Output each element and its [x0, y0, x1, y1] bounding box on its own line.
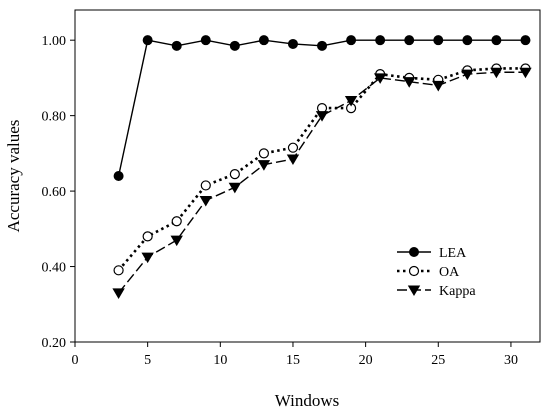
data-point-oa	[200, 180, 211, 191]
data-point-lea	[520, 35, 531, 46]
series-line-oa	[117, 67, 526, 272]
legend-label-kappa: Kappa	[439, 284, 476, 299]
series-kappa	[112, 67, 532, 299]
y-axis-ticks: 0.20 0.40 0.60 0.80 1.00	[42, 34, 75, 351]
x-tick-label: 10	[213, 353, 227, 368]
data-point-kappa	[519, 67, 532, 79]
data-point-kappa	[461, 69, 474, 81]
series-line-kappa	[118, 71, 526, 294]
data-point-lea	[142, 35, 153, 46]
x-tick-label: 20	[359, 353, 373, 368]
x-tick-label: 30	[504, 353, 518, 368]
data-point-lea	[229, 40, 240, 51]
data-point-oa	[142, 231, 153, 242]
legend-item-kappa: Kappa	[397, 284, 476, 299]
x-tick-label: 0	[72, 353, 79, 368]
data-point-kappa	[286, 154, 300, 166]
y-tick-label: 0.20	[42, 336, 67, 351]
series-layer	[112, 35, 532, 299]
data-point-kappa	[490, 67, 503, 79]
x-tick-label: 25	[431, 353, 445, 368]
legend-item-lea: LEA	[397, 246, 467, 261]
data-point-oa	[113, 265, 124, 276]
data-point-kappa	[344, 96, 358, 107]
x-tick-label: 5	[144, 353, 151, 368]
plot-frame	[74, 9, 541, 343]
data-point-oa	[258, 148, 270, 159]
y-tick-label: 0.60	[42, 185, 67, 200]
y-tick-label: 1.00	[42, 34, 67, 49]
data-point-lea	[317, 40, 328, 51]
y-tick-label: 0.40	[42, 261, 67, 276]
data-point-lea	[171, 40, 182, 51]
data-point-kappa	[112, 288, 125, 299]
data-point-lea	[287, 38, 298, 49]
legend-marker-oa	[408, 265, 420, 277]
data-point-lea	[375, 35, 386, 46]
legend-marker-kappa	[407, 285, 421, 297]
data-point-lea	[433, 35, 444, 46]
data-point-lea	[113, 171, 124, 181]
legend-item-oa: OA	[397, 265, 460, 280]
legend: LEA OA Kappa	[397, 246, 476, 299]
data-point-lea	[404, 35, 415, 46]
data-point-oa	[287, 142, 299, 153]
y-tick-label: 0.80	[42, 110, 67, 125]
data-point-kappa	[141, 252, 154, 264]
x-axis-ticks: 0 5 10 15 20 25 30	[72, 342, 518, 368]
data-point-lea	[462, 35, 473, 46]
data-point-lea	[491, 35, 502, 46]
y-axis-title: Accuracy values	[4, 120, 23, 233]
series-lea	[113, 35, 531, 181]
data-point-kappa	[170, 235, 183, 247]
legend-label-oa: OA	[439, 265, 460, 280]
data-point-lea	[258, 35, 269, 46]
x-axis-title: Windows	[275, 391, 339, 410]
data-point-kappa	[432, 80, 445, 92]
data-point-lea	[200, 35, 211, 46]
data-point-kappa	[373, 73, 387, 84]
data-point-lea	[346, 35, 357, 46]
data-point-kappa	[315, 111, 329, 122]
legend-marker-lea	[409, 247, 419, 257]
data-point-oa	[229, 169, 240, 180]
data-point-kappa	[199, 195, 212, 207]
data-point-kappa	[228, 182, 242, 194]
data-point-kappa	[403, 77, 416, 88]
x-tick-label: 15	[286, 353, 300, 368]
legend-label-lea: LEA	[439, 246, 467, 261]
data-point-kappa	[257, 160, 271, 171]
data-point-oa	[171, 216, 182, 227]
